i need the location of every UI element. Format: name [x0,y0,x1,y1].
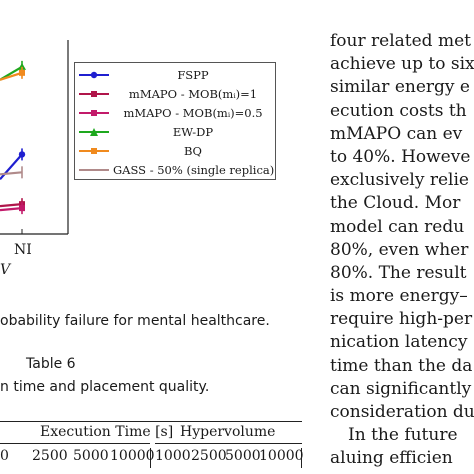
table-column-header: 1000 [155,448,191,464]
series-point-4 [19,69,25,76]
chart-legend: FSPP mMAPO - MOB(mᵢ)=1 mMAPO - MOB(mᵢ)=0… [74,62,276,180]
legend-swatch-ew-dp [79,128,109,136]
legend-item: BQ [75,142,277,160]
body-text-line: exclusively relie [330,170,469,191]
series-line-0 [0,153,23,181]
series-point-0 [18,151,26,158]
body-text-line: four related met [330,31,471,51]
body-text-line: achieve up to six [330,54,474,75]
legend-swatch-fspp [79,71,109,79]
table-vertical-rule-right [301,448,302,468]
body-text-line: is more energy– [330,286,468,307]
body-text-paragraph-start: In the future [348,425,458,446]
legend-item: FSPP [75,66,277,84]
legend-label: BQ [184,144,202,158]
series-line-5 [0,171,23,176]
legend-label: FSPP [177,68,209,82]
body-text-line: 80%. The result [330,262,467,283]
series-point-3 [18,62,26,70]
body-text-line: to 40%. Howeve [330,146,471,167]
table-column-header: 0 [0,448,9,464]
body-text-line: can significantly [330,378,472,399]
body-text-line: nication latency [330,332,468,353]
table-column-header: 5000 [73,448,109,464]
table-top-rule [0,421,302,422]
legend-item: EW-DP [75,123,277,141]
body-text-column: four related met achieve up to six simil… [330,30,474,471]
table-column-header: 10000 [110,448,155,464]
body-text-line: 80%, even wher [330,239,469,260]
table-column-header: 2500 [32,448,68,464]
table-group-rule-right [155,443,302,444]
legend-item: mMAPO - MOB(mᵢ)=1 [75,85,277,103]
table-vertical-rule [150,448,151,468]
table-column-header: 5000 [225,448,261,464]
table-title: Table 6 [26,356,76,372]
series-point-2 [19,205,25,212]
body-text-line: mMAPO can ev [330,123,463,144]
axis-tick-label-ni: NI [14,242,32,258]
body-text-line: the Cloud. Mor [330,193,461,214]
legend-label: EW-DP [172,125,214,139]
axis-label-fragment: V [0,262,12,278]
table-column-header: 10000 [259,448,304,464]
table-group-header-hypervolume: Hypervolume [180,424,276,440]
legend-swatch-gass [79,169,109,171]
table-caption: n time and placement quality. [0,379,210,395]
legend-swatch-bq [79,148,109,154]
legend-swatch-mmapo-1 [79,91,109,97]
legend-label: GASS - 50% (single replica) [113,163,275,177]
body-text-line: require high-per [330,309,473,330]
body-text-line: time than the da [330,355,473,376]
legend-item: GASS - 50% (single replica) [75,161,277,179]
body-text-line: similar energy e [330,77,470,98]
table-group-header-execution-time: Execution Time [s] [40,424,174,440]
table-column-header: 2500 [191,448,227,464]
body-text-line: model can redu [330,216,465,237]
body-text-line: ecution costs th [330,100,467,121]
series-layer [0,60,26,215]
body-text-line: consideration du [330,402,474,422]
series-line-2 [0,207,23,212]
legend-label: mMAPO - MOB(mᵢ)=0.5 [123,106,263,120]
figure-caption: obability failure for mental healthcare. [0,313,270,329]
series-line-4 [0,71,23,81]
legend-swatch-mmapo-05 [79,110,109,116]
legend-item: mMAPO - MOB(mᵢ)=0.5 [75,104,277,122]
legend-label: mMAPO - MOB(mᵢ)=1 [128,87,258,101]
body-text-line-cut: aluing efficien [330,448,453,469]
series-line-1 [0,203,23,208]
table-group-rule-left [0,443,150,444]
